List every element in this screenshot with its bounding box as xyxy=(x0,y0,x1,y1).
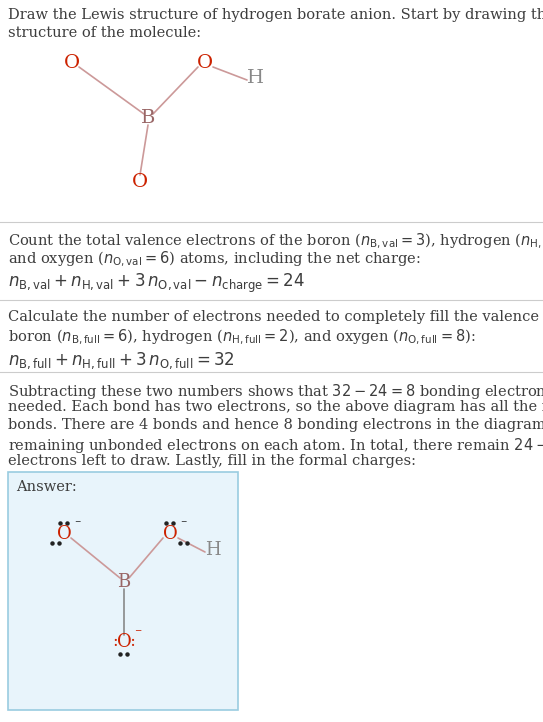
Text: H: H xyxy=(247,69,263,87)
Text: Draw the Lewis structure of hydrogen borate anion. Start by drawing the overall: Draw the Lewis structure of hydrogen bor… xyxy=(8,8,543,22)
Text: H: H xyxy=(205,541,221,559)
Text: O: O xyxy=(162,525,178,543)
Text: $^-$: $^-$ xyxy=(133,627,143,640)
Text: $^-$: $^-$ xyxy=(73,519,82,529)
Text: O: O xyxy=(132,173,148,191)
Text: O: O xyxy=(197,54,213,72)
Text: Count the total valence electrons of the boron ($n_{\rm B,val} = 3$), hydrogen (: Count the total valence electrons of the… xyxy=(8,232,543,251)
Text: electrons left to draw. Lastly, fill in the formal charges:: electrons left to draw. Lastly, fill in … xyxy=(8,454,416,468)
Text: and oxygen ($n_{\rm O,val} = 6$) atoms, including the net charge:: and oxygen ($n_{\rm O,val} = 6$) atoms, … xyxy=(8,250,421,269)
Text: $n_{\rm B,val} + n_{\rm H,val} + 3\,n_{\rm O,val} - n_{\rm charge} = 24$: $n_{\rm B,val} + n_{\rm H,val} + 3\,n_{\… xyxy=(8,272,305,295)
Text: $n_{\rm B,full} + n_{\rm H,full} + 3\,n_{\rm O,full} = 32$: $n_{\rm B,full} + n_{\rm H,full} + 3\,n_… xyxy=(8,350,235,370)
Text: needed. Each bond has two electrons, so the above diagram has all the necessary: needed. Each bond has two electrons, so … xyxy=(8,400,543,414)
Text: remaining unbonded electrons on each atom. In total, there remain $24 - 8 = 16$: remaining unbonded electrons on each ato… xyxy=(8,436,543,455)
Text: O: O xyxy=(117,633,131,651)
Text: O: O xyxy=(56,525,71,543)
Text: structure of the molecule:: structure of the molecule: xyxy=(8,26,201,40)
Text: O: O xyxy=(64,54,80,72)
Text: Subtracting these two numbers shows that $32 - 24 = 8$ bonding electrons are: Subtracting these two numbers shows that… xyxy=(8,382,543,401)
Text: :: : xyxy=(125,633,136,651)
FancyBboxPatch shape xyxy=(8,472,238,710)
Text: bonds. There are 4 bonds and hence 8 bonding electrons in the diagram. Fill in t: bonds. There are 4 bonds and hence 8 bon… xyxy=(8,418,543,432)
Text: B: B xyxy=(141,109,155,127)
Text: Answer:: Answer: xyxy=(16,480,77,494)
Text: B: B xyxy=(117,573,131,591)
Text: boron ($n_{\rm B,full} = 6$), hydrogen ($n_{\rm H,full} = 2$), and oxygen ($n_{\: boron ($n_{\rm B,full} = 6$), hydrogen (… xyxy=(8,328,476,347)
Text: $^-$: $^-$ xyxy=(179,519,188,529)
Text: :: : xyxy=(113,633,124,651)
Text: Calculate the number of electrons needed to completely fill the valence shells f: Calculate the number of electrons needed… xyxy=(8,310,543,324)
